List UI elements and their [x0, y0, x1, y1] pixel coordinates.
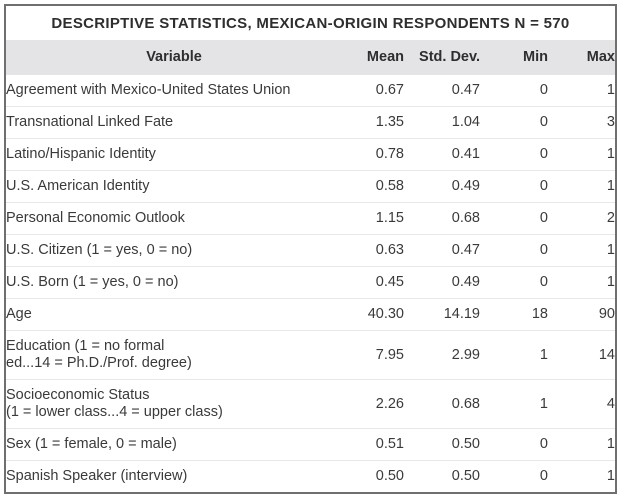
std-dev-cell: 0.47: [404, 75, 480, 107]
variable-cell: Age: [6, 298, 342, 331]
table-title: DESCRIPTIVE STATISTICS, MEXICAN-ORIGIN R…: [6, 6, 615, 40]
mean-cell: 40.30: [342, 298, 404, 331]
mean-cell: 7.95: [342, 330, 404, 380]
max-cell: 1: [548, 138, 615, 171]
table-row: U.S. Born (1 = yes, 0 = no) 0.45 0.49 0 1: [6, 266, 615, 299]
table-body: Agreement with Mexico-United States Unio…: [6, 75, 615, 492]
max-cell: 90: [548, 298, 615, 331]
min-cell: 0: [480, 428, 548, 461]
max-cell: 3: [548, 106, 615, 139]
max-cell: 1: [548, 75, 615, 107]
mean-cell: 1.15: [342, 202, 404, 235]
std-dev-cell: 0.68: [404, 379, 480, 429]
variable-cell: U.S. Born (1 = yes, 0 = no): [6, 266, 342, 299]
std-dev-cell: 0.68: [404, 202, 480, 235]
std-dev-cell: 0.47: [404, 234, 480, 267]
variable-cell: Sex (1 = female, 0 = male): [6, 428, 342, 461]
min-cell: 0: [480, 75, 548, 107]
min-cell: 0: [480, 138, 548, 171]
variable-cell: Education (1 = no formal ed...14 = Ph.D./…: [6, 330, 342, 380]
column-header-max: Max: [548, 40, 615, 75]
std-dev-cell: 0.41: [404, 138, 480, 171]
table-row: Sex (1 = female, 0 = male) 0.51 0.50 0 1: [6, 428, 615, 461]
min-cell: 1: [480, 379, 548, 429]
max-cell: 1: [548, 266, 615, 299]
std-dev-cell: 2.99: [404, 330, 480, 380]
header-row: Variable Mean Std. Dev. Min Max: [6, 40, 615, 75]
column-header-min: Min: [480, 40, 548, 75]
max-cell: 1: [548, 170, 615, 203]
mean-cell: 1.35: [342, 106, 404, 139]
std-dev-cell: 0.49: [404, 170, 480, 203]
min-cell: 0: [480, 106, 548, 139]
min-cell: 18: [480, 298, 548, 331]
min-cell: 0: [480, 460, 548, 492]
max-cell: 1: [548, 234, 615, 267]
descriptive-statistics-table: DESCRIPTIVE STATISTICS, MEXICAN-ORIGIN R…: [4, 4, 617, 494]
variable-cell: Latino/Hispanic Identity: [6, 138, 342, 171]
variable-cell: U.S. Citizen (1 = yes, 0 = no): [6, 234, 342, 267]
table-row: Transnational Linked Fate 1.35 1.04 0 3: [6, 106, 615, 139]
variable-cell: Spanish Speaker (interview): [6, 460, 342, 492]
min-cell: 0: [480, 234, 548, 267]
mean-cell: 0.78: [342, 138, 404, 171]
min-cell: 0: [480, 170, 548, 203]
mean-cell: 0.67: [342, 75, 404, 107]
variable-cell: U.S. American Identity: [6, 170, 342, 203]
mean-cell: 0.45: [342, 266, 404, 299]
stats-table: Variable Mean Std. Dev. Min Max Agreemen…: [6, 40, 615, 492]
table-row: Latino/Hispanic Identity 0.78 0.41 0 1: [6, 138, 615, 171]
table-row: Education (1 = no formal ed...14 = Ph.D./…: [6, 330, 615, 380]
mean-cell: 0.51: [342, 428, 404, 461]
max-cell: 1: [548, 460, 615, 492]
std-dev-cell: 1.04: [404, 106, 480, 139]
min-cell: 1: [480, 330, 548, 380]
column-header-std-dev: Std. Dev.: [404, 40, 480, 75]
min-cell: 0: [480, 202, 548, 235]
max-cell: 1: [548, 428, 615, 461]
max-cell: 2: [548, 202, 615, 235]
table-row: Agreement with Mexico-United States Unio…: [6, 75, 615, 107]
variable-cell: Socioeconomic Status (1 = lower class...4…: [6, 379, 342, 429]
table-row: Socioeconomic Status (1 = lower class...4…: [6, 379, 615, 429]
table-row: Age 40.30 14.19 18 90: [6, 298, 615, 331]
std-dev-cell: 0.50: [404, 460, 480, 492]
variable-cell: Agreement with Mexico-United States Unio…: [6, 75, 342, 107]
table-row: Personal Economic Outlook 1.15 0.68 0 2: [6, 202, 615, 235]
table-row: U.S. American Identity 0.58 0.49 0 1: [6, 170, 615, 203]
variable-cell: Personal Economic Outlook: [6, 202, 342, 235]
std-dev-cell: 14.19: [404, 298, 480, 331]
max-cell: 4: [548, 379, 615, 429]
table-row: U.S. Citizen (1 = yes, 0 = no) 0.63 0.47 0 1: [6, 234, 615, 267]
max-cell: 14: [548, 330, 615, 380]
mean-cell: 2.26: [342, 379, 404, 429]
table-header: Variable Mean Std. Dev. Min Max: [6, 40, 615, 75]
mean-cell: 0.63: [342, 234, 404, 267]
column-header-mean: Mean: [342, 40, 404, 75]
min-cell: 0: [480, 266, 548, 299]
std-dev-cell: 0.49: [404, 266, 480, 299]
std-dev-cell: 0.50: [404, 428, 480, 461]
mean-cell: 0.50: [342, 460, 404, 492]
mean-cell: 0.58: [342, 170, 404, 203]
variable-cell: Transnational Linked Fate: [6, 106, 342, 139]
column-header-variable: Variable: [6, 40, 342, 75]
table-row: Spanish Speaker (interview) 0.50 0.50 0 1: [6, 460, 615, 492]
